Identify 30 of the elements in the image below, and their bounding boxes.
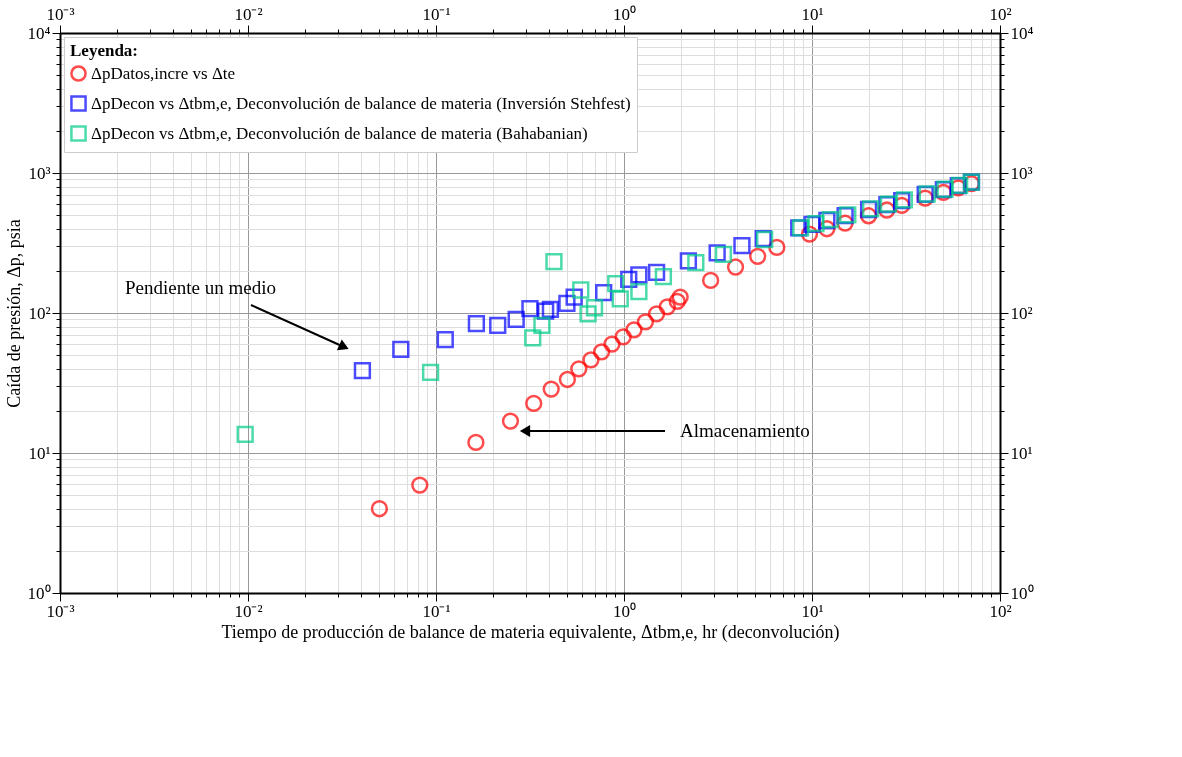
- x-tick-label: 10⁻²: [234, 601, 263, 621]
- y-tick-label: 10²: [28, 303, 51, 323]
- x-tick-label: 10¹: [801, 601, 824, 621]
- text: 10³: [1010, 163, 1033, 183]
- text: 10⁻¹: [422, 4, 451, 24]
- text: 10⁰: [1010, 583, 1034, 603]
- x-tick-label: 10⁻³: [46, 601, 75, 621]
- legend-label: ΔpDecon vs Δtbm,e, Deconvolución de balance de materia (Inversión Stehfest): [91, 93, 631, 113]
- annotation: Pendiente un medio: [125, 277, 276, 298]
- text: 10²: [1010, 303, 1033, 323]
- legend-label: ΔpDatos,incre vs Δte: [91, 63, 236, 83]
- y-axis-title: Caída de presión, Δp, psia: [3, 219, 24, 408]
- text: 10⁰: [613, 4, 636, 24]
- legend-label: ΔpDecon vs Δtbm,e, Deconvolución de balance de materia (Bahabanian): [91, 123, 588, 143]
- text: 10¹: [1010, 443, 1033, 463]
- legend-title: Leyenda:: [70, 41, 138, 60]
- text: 10⁴: [1010, 23, 1034, 43]
- y-tick-label: 10⁰: [27, 583, 51, 603]
- text: 10⁻³: [46, 4, 75, 24]
- text: 10¹: [801, 4, 824, 24]
- y-tick-label: 10¹: [28, 443, 51, 463]
- x-tick-label: 10⁻¹: [422, 601, 451, 621]
- x-axis-title: Tiempo de producción de balance de materia equivalente, Δtbm,e, hr (deconvolución): [221, 621, 840, 643]
- text: 10⁻²: [234, 4, 263, 24]
- x-tick-label: 10²: [989, 601, 1012, 621]
- x-tick-label: 10⁰: [613, 601, 636, 621]
- y-tick-label: 10⁴: [27, 23, 51, 43]
- annotation: Almacenamiento: [680, 420, 810, 441]
- text: 10²: [989, 4, 1012, 24]
- y-tick-label: 10³: [28, 163, 51, 183]
